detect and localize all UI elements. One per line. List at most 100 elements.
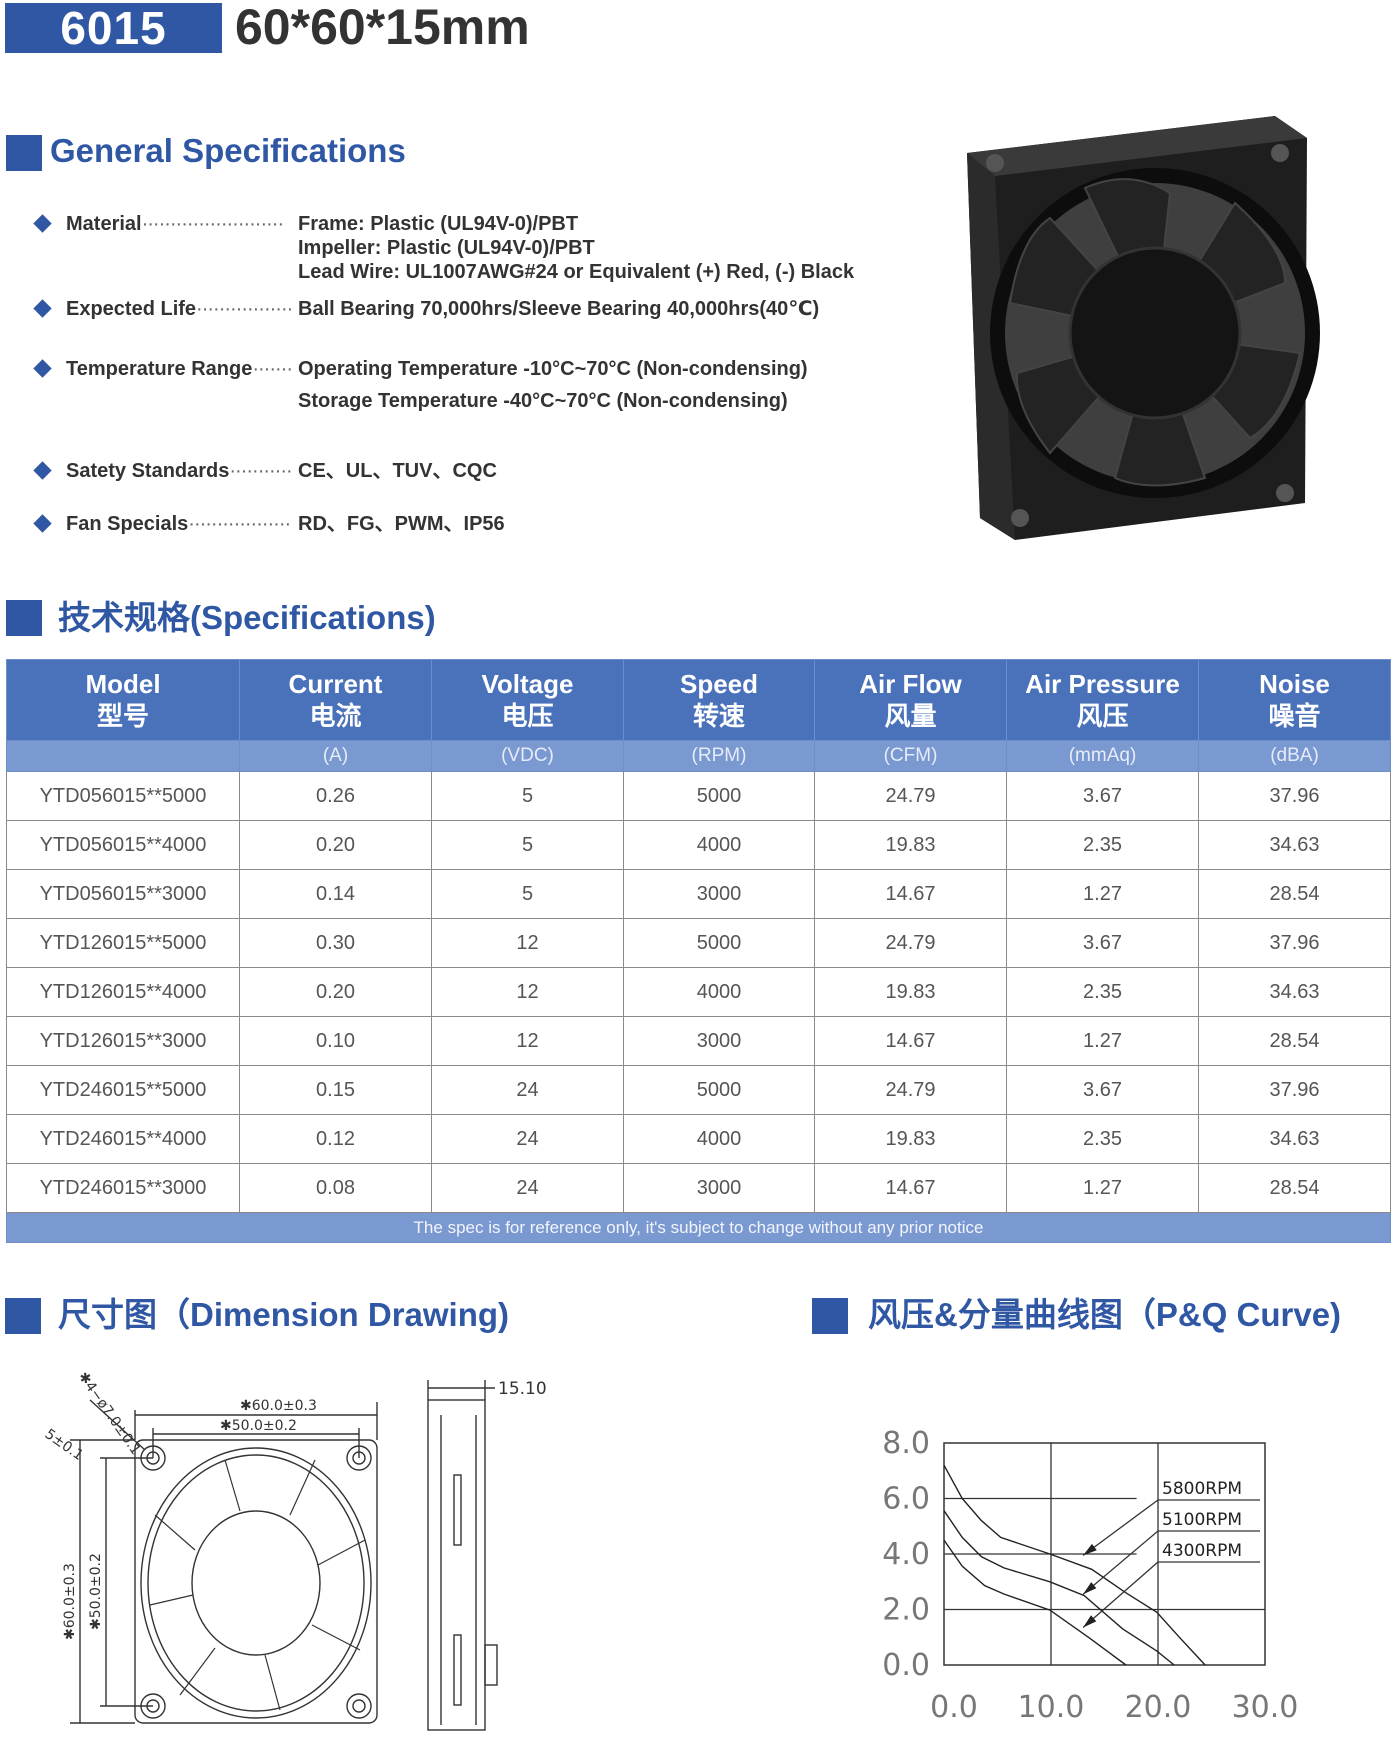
table-cell: 2.35 (1006, 1114, 1199, 1164)
diamond-bullet-icon (33, 461, 52, 480)
table-cell: 37.96 (1198, 771, 1391, 821)
table-header-row: Model 型号 Current 电流 Voltage 电压 Speed 转速 Air Flow… (6, 659, 1391, 741)
dimension-drawing: ✱60.0±0.3 ✱50.0±0.2 15.10 ✱4−ø7.0±0.1 5±… (42, 1369, 547, 1731)
table-cell: 0.12 (239, 1114, 432, 1164)
leader-dots: ························· (252, 358, 292, 380)
section-marker (812, 1298, 848, 1334)
table-cell: 28.54 (1198, 869, 1391, 919)
model-cell: YTD056015**3000 (6, 869, 240, 919)
table-cell: 3.67 (1006, 918, 1199, 968)
leader-dots: ························· (229, 460, 292, 482)
column-header-en: Air Flow (859, 669, 962, 699)
table-cell: 4000 (623, 820, 815, 870)
model-cell: YTD056015**4000 (6, 820, 240, 870)
model-number-badge: 6015 (5, 3, 222, 53)
table-cell: 14.67 (814, 1163, 1007, 1213)
table-cell: 37.96 (1198, 918, 1391, 968)
spec-value: RD、FG、PWM、IP56 (298, 513, 505, 535)
y-tick-label: 8.0 (882, 1426, 930, 1461)
x-tick-label: 10.0 (1018, 1690, 1085, 1725)
table-cell: 24 (431, 1163, 624, 1213)
diamond-bullet-icon (33, 514, 52, 533)
model-cell: YTD246015**5000 (6, 1065, 240, 1115)
leader-dots: ························· (188, 513, 292, 535)
table-cell: 2.35 (1006, 967, 1199, 1017)
table-cell: 12 (431, 1016, 624, 1066)
table-cell: 0.10 (239, 1016, 432, 1066)
legend-label: 5100RPM (1162, 1510, 1242, 1530)
column-unit (6, 740, 240, 772)
table-cell: 1.27 (1006, 869, 1199, 919)
spec-value: Operating Temperature -10°C~70°C (Non-co… (298, 358, 808, 380)
column-header-cn: 转速 (692, 701, 745, 731)
spec-value: Frame: Plastic (UL94V-0)/PBT (298, 213, 579, 235)
series-line-5100rpm (943, 1510, 1175, 1666)
x-tick-label: 30.0 (1232, 1690, 1299, 1725)
column-header-cn: 噪音 (1268, 701, 1321, 731)
column-header: Voltage 电压 (431, 659, 624, 741)
spec-value: Lead Wire: UL1007AWG#24 or Equivalent (+… (298, 261, 855, 283)
table-row: YTD126015**3000 0.10 12 3000 14.67 1.27 28.54 (6, 1016, 1391, 1066)
table-cell: 34.63 (1198, 1114, 1391, 1164)
table-cell: 14.67 (814, 869, 1007, 919)
spec-label: Satety Standards (66, 460, 230, 482)
dim-label-corner: 5±0.1 (42, 1426, 86, 1464)
series-line-4300rpm (943, 1539, 1127, 1666)
table-cell: 19.83 (814, 967, 1007, 1017)
column-header-en: Current (288, 669, 383, 699)
legend-label: 4300RPM (1162, 1541, 1242, 1561)
column-header-cn: 电流 (309, 701, 362, 731)
column-header-cn: 型号 (96, 701, 149, 731)
specifications-table: Model 型号 Current 电流 Voltage 电压 Speed 转速 Air Flow… (6, 659, 1391, 1243)
table-row: YTD056015**4000 0.20 5 4000 19.83 2.35 34.63 (6, 820, 1391, 870)
table-cell: 5000 (623, 1065, 815, 1115)
legend-leader-line (1082, 1530, 1159, 1595)
model-cell: YTD246015**4000 (6, 1114, 240, 1164)
table-cell: 24.79 (814, 1065, 1007, 1115)
table-cell: 34.63 (1198, 967, 1391, 1017)
general-specs-title: General Specifications (50, 132, 406, 169)
spec-value: Ball Bearing 70,000hrs/Sleeve Bearing 40… (298, 298, 820, 320)
dim-label-width-inner: ✱50.0±0.2 (220, 1418, 297, 1434)
table-cell: 3.67 (1006, 1065, 1199, 1115)
product-dimensions-title: 60*60*15mm (235, 0, 530, 55)
diamond-bullet-icon (33, 214, 52, 233)
table-row: YTD126015**4000 0.20 12 4000 19.83 2.35 34.63 (6, 967, 1391, 1017)
y-tick-label: 6.0 (882, 1482, 930, 1517)
model-cell: YTD246015**3000 (6, 1163, 240, 1213)
table-cell: 5 (431, 869, 624, 919)
specifications-title: 技术规格(Specifications) (58, 599, 436, 636)
spec-label: Material (66, 213, 142, 235)
column-header-en: Speed (679, 669, 759, 699)
y-tick-label: 2.0 (882, 1593, 930, 1628)
table-cell: 19.83 (814, 1114, 1007, 1164)
pq-curve-chart: 0.0 2.0 4.0 6.0 8.0 0.0 10.0 20.0 30.0 5800RPM 510… (882, 1426, 1299, 1725)
table-cell: 0.20 (239, 820, 432, 870)
column-unit: (A) (239, 740, 432, 772)
section-marker (6, 600, 42, 636)
column-header-en: Voltage (481, 669, 574, 699)
model-cell: YTD126015**3000 (6, 1016, 240, 1066)
table-cell: 0.14 (239, 869, 432, 919)
column-header-en: Air Pressure (1025, 669, 1180, 699)
leader-dots: ························· (196, 298, 292, 320)
dim-label-height-inner: ✱50.0±0.2 (88, 1553, 104, 1630)
table-cell: 0.15 (239, 1065, 432, 1115)
dim-label-thickness: 15.10 (498, 1379, 547, 1399)
column-unit: (VDC) (431, 740, 624, 772)
column-header-cn: 风压 (1076, 701, 1129, 731)
table-cell: 3000 (623, 1163, 815, 1213)
table-units-row: (A) (VDC) (RPM) (CFM) (mmAq) (dBA) (6, 740, 1391, 772)
column-header: Model 型号 (6, 659, 240, 741)
table-cell: 19.83 (814, 820, 1007, 870)
table-cell: 0.30 (239, 918, 432, 968)
column-header: Air Flow 风量 (814, 659, 1007, 741)
dimension-drawing-title: 尺寸图（Dimension Drawing) (58, 1296, 510, 1333)
table-cell: 24.79 (814, 771, 1007, 821)
column-unit: (CFM) (814, 740, 1007, 772)
table-footnote-row: The spec is for reference only, it's sub… (6, 1212, 1391, 1243)
table-cell: 1.27 (1006, 1163, 1199, 1213)
x-tick-label: 20.0 (1125, 1690, 1192, 1725)
legend-arrow-icon (1083, 1615, 1097, 1628)
spec-label: Temperature Range (66, 358, 253, 380)
